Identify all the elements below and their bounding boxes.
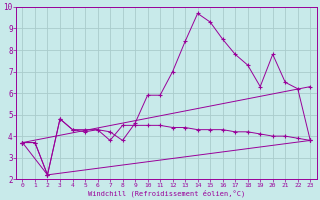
X-axis label: Windchill (Refroidissement éolien,°C): Windchill (Refroidissement éolien,°C) bbox=[88, 189, 245, 197]
